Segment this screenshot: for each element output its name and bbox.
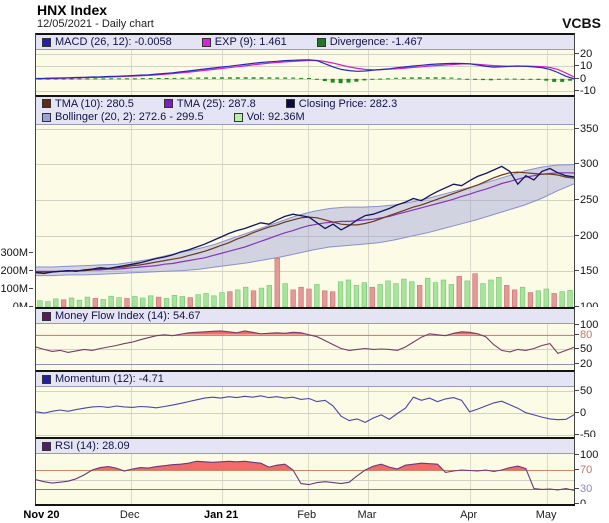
- price-legend: TMA (10): 280.5 TMA (25): 287.8 Closing …: [36, 97, 574, 125]
- macd-panel: MACD (26, 12): -0.0058 EXP (9): 1.461 Di…: [0, 33, 609, 97]
- exp-legend-label: EXP (9): 1.461: [214, 36, 287, 48]
- momentum-legend-label: Momentum (12): -4.71: [55, 373, 164, 385]
- momentum-swatch: [42, 374, 51, 384]
- momentum-legend: Momentum (12): -4.71: [36, 372, 574, 387]
- momentum-left-gutter: [0, 370, 35, 437]
- header-left: HNX Index 12/05/2021 - Daily chart: [37, 3, 154, 33]
- mfi-panel: Money Flow Index (14): 54.67 100 80 50 20: [0, 307, 609, 370]
- macd-plot[interactable]: [36, 50, 574, 95]
- rsi-plot[interactable]: [36, 454, 574, 504]
- divergence-swatch: [316, 37, 326, 47]
- tma25-swatch: [163, 99, 173, 109]
- mfi-left-gutter: [0, 307, 35, 370]
- x-axis-right-gutter: [575, 504, 609, 523]
- momentum-plot[interactable]: [36, 387, 574, 437]
- closing-price-legend-label: Closing Price: 282.3: [298, 97, 398, 110]
- mfi-right-axis: 100 80 50 20: [575, 307, 609, 370]
- bollinger-legend-label: Bollinger (20, 2): 272.6 - 299.5: [55, 111, 204, 124]
- rsi-left-gutter: [0, 437, 35, 504]
- momentum-panel: Momentum (12): -4.71 50 0 -50: [0, 370, 609, 441]
- momentum-right-axis: 50 0 -50: [575, 370, 609, 441]
- x-axis-label: Jan 21: [204, 509, 239, 521]
- rsi-legend-label: RSI (14): 28.09: [55, 440, 130, 452]
- brand-logo: VCBS: [562, 15, 601, 31]
- rsi-legend: RSI (14): 28.09: [36, 439, 574, 454]
- macd-legend-label: MACD (26, 12): -0.0058: [55, 36, 172, 48]
- page-title: HNX Index: [37, 2, 108, 18]
- x-axis-label: Apr: [460, 509, 478, 521]
- macd-swatch: [42, 37, 51, 47]
- x-axis-label: Feb: [297, 509, 317, 521]
- x-axis-label: Nov 20: [23, 509, 60, 521]
- mfi-legend: Money Flow Index (14): 54.67: [36, 309, 574, 324]
- mfi-swatch: [42, 311, 51, 321]
- volume-left-axis: 300M200M100M0M: [0, 95, 35, 313]
- x-axis-labels: Nov 20 Dec Jan 21 Feb Mar Apr May: [23, 504, 575, 523]
- x-axis-label: Dec: [119, 509, 140, 521]
- exp-swatch: [201, 37, 211, 47]
- chart-header: HNX Index 12/05/2021 - Daily chart VCBS: [0, 0, 609, 33]
- mfi-legend-label: Money Flow Index (14): 54.67: [55, 310, 201, 322]
- rsi-panel: RSI (14): 28.09 10070300: [0, 437, 609, 510]
- price-panel: 300M200M100M0M TMA (10): 280.5 TMA (25):…: [0, 95, 609, 313]
- price-plot[interactable]: [36, 125, 574, 307]
- tma10-swatch: [42, 99, 51, 109]
- macd-legend: MACD (26, 12): -0.0058 EXP (9): 1.461 Di…: [36, 35, 574, 50]
- tma10-legend-label: TMA (10): 280.5: [55, 97, 134, 110]
- x-axis-label: May: [535, 509, 557, 521]
- macd-left-gutter: [0, 33, 35, 95]
- volume-swatch: [233, 112, 243, 122]
- x-axis-left-gutter: [0, 504, 35, 523]
- macd-right-axis: 20 10 0 -10: [575, 33, 609, 97]
- volume-legend-label: Vol: 92.36M: [246, 111, 305, 124]
- rsi-right-axis: 10070300: [575, 437, 609, 510]
- x-axis-label: Mar: [357, 509, 377, 521]
- chart-subtitle: 12/05/2021 - Daily chart: [37, 18, 154, 30]
- x-axis: Nov 20 Dec Jan 21 Feb Mar Apr May: [0, 504, 609, 523]
- bollinger-swatch: [42, 112, 51, 122]
- closing-price-swatch: [285, 99, 295, 109]
- rsi-swatch: [42, 441, 51, 451]
- tma25-legend-label: TMA (25): 287.8: [176, 97, 256, 110]
- price-right-axis: 350300250200150100: [575, 95, 609, 313]
- mfi-plot[interactable]: [36, 324, 574, 370]
- divergence-legend-label: Divergence: -1.467: [329, 36, 423, 48]
